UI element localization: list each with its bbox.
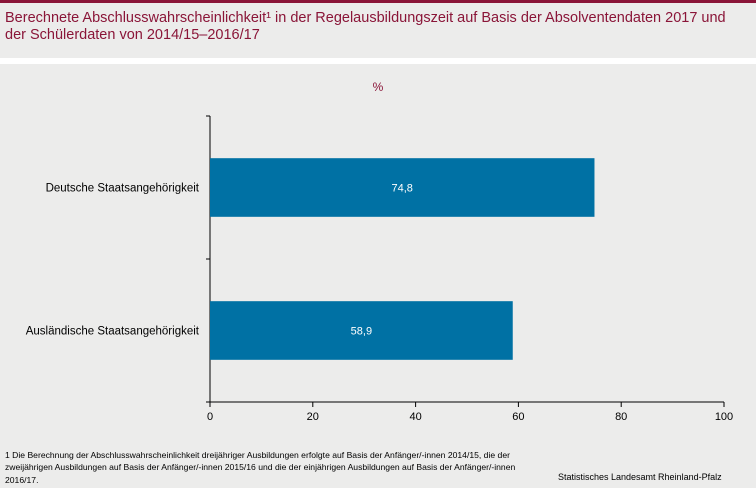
x-tick-label: 80 <box>615 411 627 423</box>
source-note: Statistisches Landesamt Rheinland-Pfalz <box>558 472 722 482</box>
x-tick-label: 40 <box>409 411 421 423</box>
x-tick-label: 60 <box>512 411 524 423</box>
chart-bars <box>210 158 595 360</box>
bar-chart: % 0 20 40 60 80 100 74,8 Deutsche Staatsangehöri… <box>26 80 733 423</box>
footnote: 1 Die Berechnung der Abschlusswahrschein… <box>5 450 516 485</box>
chart-title: Berechnete Abschlusswahrscheinlichkeit¹ … <box>5 10 726 43</box>
title-separator <box>0 58 756 64</box>
y-category-label: Deutsche Staatsangehörigkeit <box>46 183 200 195</box>
x-tick-label: 20 <box>307 411 319 423</box>
bar-value-label: 74,8 <box>392 183 413 195</box>
y-category-label: Ausländische Staatsangehörigkeit <box>26 326 200 338</box>
chart-labels: % 0 20 40 60 80 100 74,8 Deutsche Staatsangehöri… <box>26 80 733 423</box>
x-tick-label: 100 <box>715 411 733 423</box>
bar <box>210 158 595 217</box>
bar <box>210 301 513 360</box>
unit-label: % <box>373 80 384 94</box>
bar-value-label: 58,9 <box>351 326 372 338</box>
x-tick-label: 0 <box>207 411 213 423</box>
top-accent-bar <box>0 0 756 3</box>
